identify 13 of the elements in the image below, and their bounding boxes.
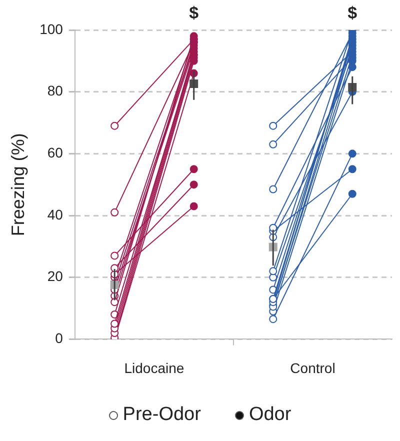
y-tick-label: 20 bbox=[47, 268, 64, 284]
y-tick-label: 40 bbox=[47, 206, 64, 222]
text: Lidocaine bbox=[124, 360, 184, 376]
y-tick-label: 60 bbox=[47, 144, 64, 161]
y-tick-label: 0 bbox=[55, 330, 64, 346]
y-tick-label: 80 bbox=[47, 82, 64, 99]
y-axis-title: Freezing (%) bbox=[8, 133, 28, 236]
text: $ bbox=[189, 4, 200, 23]
y-tick-label: 100 bbox=[40, 20, 64, 37]
text: Pre-Odor bbox=[122, 404, 201, 426]
text: $ bbox=[348, 4, 358, 23]
text: Odor bbox=[248, 404, 292, 426]
text: Control bbox=[290, 360, 336, 376]
